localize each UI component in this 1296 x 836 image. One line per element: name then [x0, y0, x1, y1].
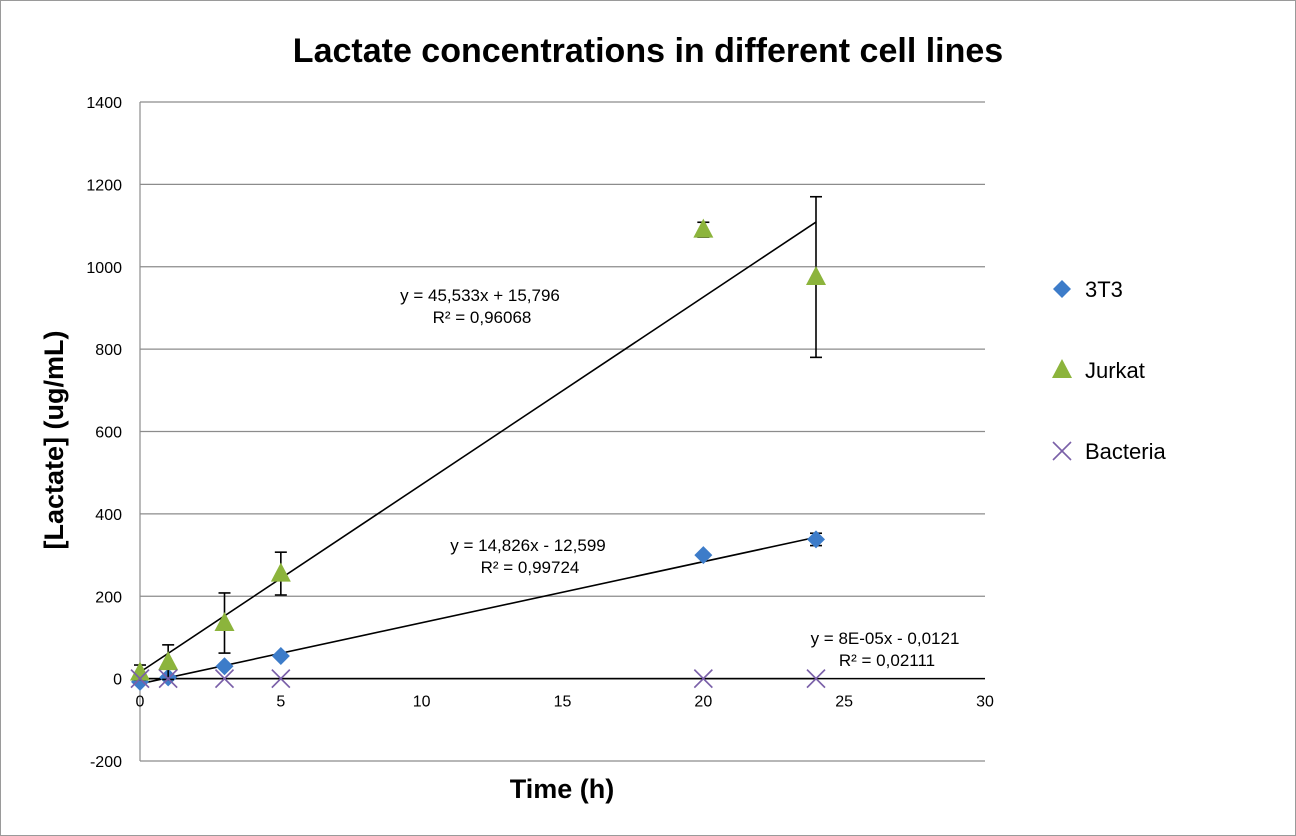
y-tick-label: 400 — [95, 507, 122, 524]
x-tick-label: 5 — [276, 694, 285, 711]
x-tick-label: 10 — [413, 694, 431, 711]
data-point-bacteria — [214, 669, 235, 689]
chart-title: Lactate concentrations in different cell… — [293, 32, 1003, 70]
data-point-jurkat — [214, 612, 235, 632]
legend-label: 3T3 — [1085, 277, 1123, 302]
y-tick-label: 1200 — [86, 177, 122, 194]
x-tick-label: 15 — [554, 694, 572, 711]
data-point-3t3 — [807, 530, 825, 549]
y-tick-label: 1000 — [86, 260, 122, 277]
data-point-bacteria — [271, 669, 291, 689]
trendline-equation: y = 8E-05x - 0,0121 — [811, 629, 960, 648]
x-tick-label: 0 — [136, 694, 145, 711]
data-point-bacteria — [158, 669, 178, 689]
x-marker-stroke — [806, 669, 826, 689]
data-point-jurkat — [270, 562, 291, 582]
x-marker-stroke — [214, 669, 235, 689]
data-point-jurkat — [806, 266, 826, 286]
y-tick-label: 200 — [95, 589, 122, 606]
x-axis-label: Time (h) — [510, 774, 615, 804]
y-tick-label: 0 — [113, 672, 122, 689]
legend-marker-diamond-icon — [1053, 280, 1071, 298]
data-point-bacteria — [130, 669, 150, 689]
legend-marker-x-icon — [1052, 441, 1072, 461]
x-tick-label: 30 — [976, 694, 994, 711]
legend-item-jurkat: Jurkat — [1052, 358, 1145, 383]
x-tick-label: 25 — [835, 694, 853, 711]
y-axis-label: [Lactate] (ug/mL) — [39, 331, 69, 550]
trendline-equation: y = 14,826x - 12,599 — [450, 536, 605, 555]
legend-item-bacteria: Bacteria — [1052, 439, 1166, 464]
data-point-jurkat — [158, 651, 179, 671]
data-point-3t3 — [694, 546, 713, 565]
legend-item-3t3: 3T3 — [1053, 277, 1123, 302]
legend-marker-triangle-icon — [1052, 359, 1072, 378]
x-tick-label: 20 — [694, 694, 712, 711]
legend-label: Bacteria — [1085, 439, 1166, 464]
data-point-3t3 — [271, 646, 290, 665]
x-marker-stroke — [158, 669, 178, 689]
y-tick-label: -200 — [90, 754, 122, 771]
x-marker-stroke — [1052, 441, 1072, 461]
trendline-3t3 — [139, 536, 817, 685]
data-point-bacteria — [693, 669, 713, 689]
x-marker-stroke — [271, 669, 291, 689]
data-point-jurkat — [693, 218, 714, 238]
data-point-bacteria — [806, 669, 826, 689]
x-marker-stroke — [130, 669, 150, 689]
data-point-jurkat — [130, 661, 150, 681]
y-tick-label: 600 — [95, 425, 122, 442]
trendline-r2: R² = 0,96068 — [433, 308, 532, 327]
trendline-r2: R² = 0,02111 — [839, 651, 935, 670]
legend-label: Jurkat — [1085, 358, 1145, 383]
y-tick-label: 800 — [95, 342, 122, 359]
y-tick-label: 1400 — [86, 95, 122, 112]
trendline-jurkat — [139, 221, 817, 673]
trendline-r2: R² = 0,99724 — [481, 558, 580, 577]
trendline-equation: y = 45,533x + 15,796 — [400, 286, 560, 305]
x-marker-stroke — [693, 669, 713, 689]
data-point-3t3 — [215, 657, 234, 676]
